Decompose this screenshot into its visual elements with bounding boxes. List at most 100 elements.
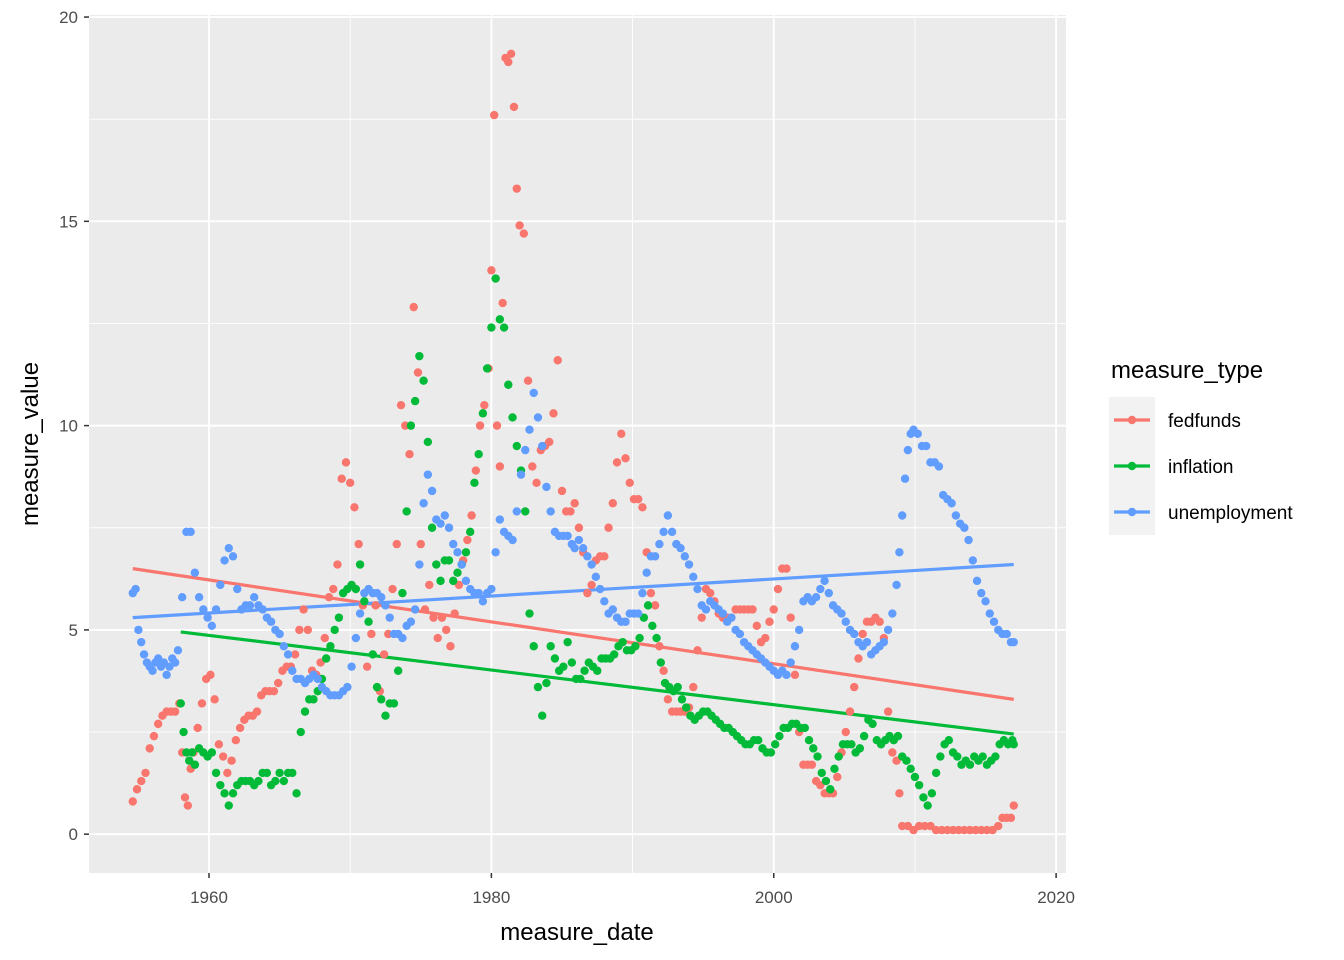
data-point-unemployment: [419, 499, 428, 508]
data-point-fedfunds: [519, 229, 529, 238]
data-point-unemployment: [406, 617, 416, 626]
y-tick-label: 20: [59, 8, 78, 27]
data-point-unemployment: [989, 617, 999, 626]
data-point-inflation: [766, 748, 776, 757]
data-point-inflation: [499, 323, 509, 332]
data-point-unemployment: [977, 588, 986, 598]
data-point-fedfunds: [655, 642, 664, 651]
data-point-unemployment: [427, 486, 437, 496]
data-point-unemployment: [820, 576, 829, 586]
data-point-fedfunds: [650, 601, 660, 610]
data-point-unemployment: [650, 552, 660, 561]
data-point-fedfunds: [193, 723, 202, 733]
data-point-inflation: [800, 723, 810, 733]
data-point-fedfunds: [446, 642, 455, 651]
data-point-fedfunds: [566, 507, 575, 516]
data-point-unemployment: [879, 637, 889, 647]
data-point-fedfunds: [1009, 801, 1018, 810]
data-point-inflation: [381, 711, 390, 720]
data-point-unemployment: [436, 519, 445, 528]
data-point-inflation: [826, 785, 835, 794]
data-point-unemployment: [684, 560, 694, 569]
data-point-inflation: [389, 699, 399, 708]
data-point-inflation: [444, 556, 454, 565]
data-point-unemployment: [351, 633, 361, 643]
data-point-fedfunds: [854, 654, 863, 663]
data-point-fedfunds: [545, 437, 554, 447]
data-point-fedfunds: [752, 621, 762, 631]
data-point-unemployment: [837, 609, 846, 618]
data-point-fedfunds: [170, 707, 180, 716]
data-point-inflation: [449, 576, 458, 586]
data-point-fedfunds: [341, 458, 351, 467]
data-point-unemployment: [583, 552, 592, 561]
data-point-inflation: [559, 662, 568, 671]
data-point-fedfunds: [487, 266, 496, 275]
data-point-fedfunds: [214, 740, 224, 749]
data-point-unemployment: [689, 572, 698, 581]
y-tick-label: 10: [59, 417, 78, 436]
data-point-unemployment: [638, 588, 647, 598]
data-point-inflation: [211, 768, 221, 778]
data-point-unemployment: [659, 527, 668, 537]
data-point-fedfunds: [183, 801, 193, 810]
data-point-unemployment: [985, 609, 994, 618]
data-point-unemployment: [947, 499, 956, 508]
data-point-unemployment: [258, 605, 267, 614]
data-point-fedfunds: [153, 719, 163, 729]
data-point-inflation: [224, 801, 233, 810]
data-point-inflation: [504, 380, 513, 389]
data-point-fedfunds: [132, 785, 142, 794]
data-point-inflation: [300, 707, 310, 716]
data-point-inflation: [360, 597, 369, 606]
trend-line-inflation: [180, 630, 1014, 736]
data-point-inflation: [770, 740, 780, 749]
data-point-inflation: [321, 654, 331, 663]
data-point-fedfunds: [612, 458, 622, 467]
data-point-fedfunds: [706, 588, 715, 598]
data-point-inflation: [533, 682, 543, 692]
data-point-unemployment: [139, 650, 149, 659]
data-point-fedfunds: [994, 821, 1003, 831]
trend-line-unemployment: [132, 562, 1014, 620]
data-point-fedfunds: [608, 499, 617, 508]
data-point-unemployment: [444, 523, 454, 532]
data-point-fedfunds: [345, 478, 355, 488]
data-point-inflation: [279, 776, 289, 786]
data-point-inflation: [656, 658, 665, 667]
data-point-inflation: [910, 772, 920, 782]
data-point-inflation: [902, 756, 911, 765]
data-point-unemployment: [245, 601, 255, 610]
data-point-inflation: [330, 625, 339, 635]
data-point-inflation: [868, 719, 877, 729]
data-point-inflation: [296, 727, 305, 737]
legend-keys: [1114, 415, 1150, 517]
data-point-fedfunds: [463, 535, 472, 545]
data-point-unemployment: [895, 548, 904, 557]
data-point-unemployment: [194, 593, 204, 602]
data-point-inflation: [944, 736, 954, 745]
data-point-fedfunds: [409, 302, 418, 312]
data-point-inflation: [228, 789, 238, 798]
data-point-inflation: [754, 736, 763, 745]
data-point-unemployment: [398, 633, 407, 643]
data-point-unemployment: [415, 560, 424, 569]
data-point-unemployment: [964, 535, 973, 545]
data-point-unemployment: [676, 543, 685, 553]
data-point-unemployment: [608, 605, 617, 614]
data-point-fedfunds: [420, 605, 430, 614]
data-point-inflation: [482, 364, 492, 373]
data-point-fedfunds: [604, 523, 613, 532]
data-point-fedfunds: [895, 789, 904, 798]
data-point-unemployment: [440, 511, 449, 520]
data-point-inflation: [936, 752, 945, 761]
data-point-unemployment: [1009, 637, 1018, 647]
data-point-inflation: [508, 413, 517, 422]
data-point-inflation: [931, 768, 941, 778]
data-point-unemployment: [385, 613, 394, 622]
data-point-inflation: [847, 740, 856, 749]
data-point-unemployment: [148, 666, 157, 675]
data-point-unemployment: [211, 605, 221, 614]
data-point-inflation: [830, 764, 839, 774]
